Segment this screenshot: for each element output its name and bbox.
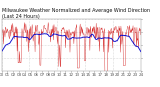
Text: Milwaukee Weather Normalized and Average Wind Direction (Last 24 Hours): Milwaukee Weather Normalized and Average… — [2, 8, 150, 19]
